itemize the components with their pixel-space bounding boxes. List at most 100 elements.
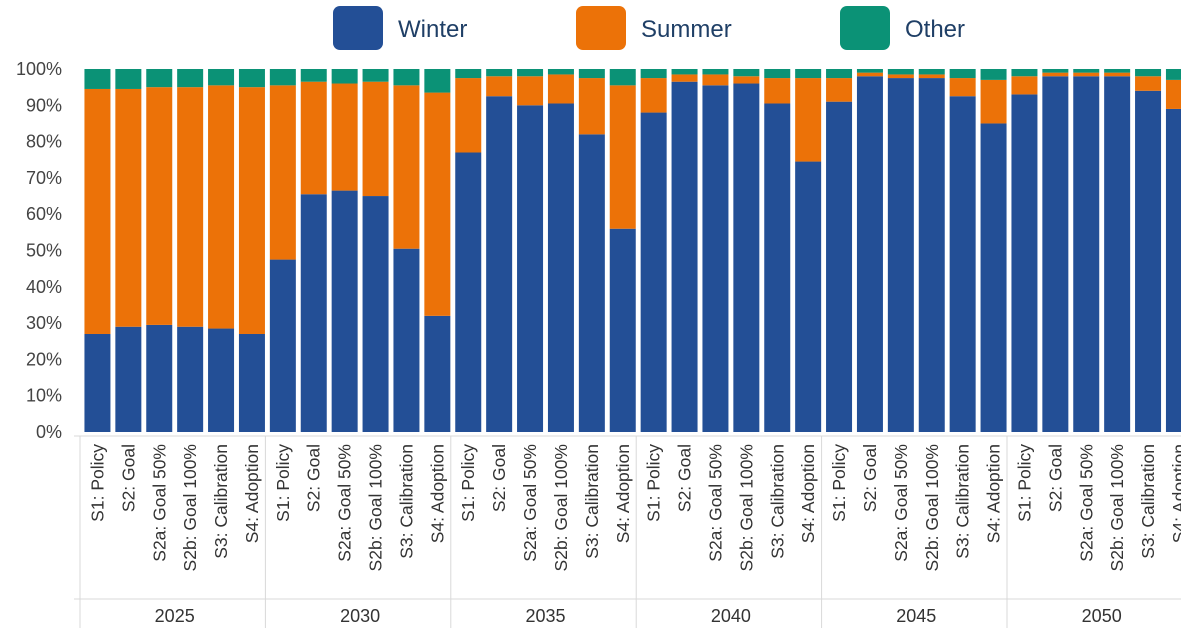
x-category-label: S4: Adoption [613,444,633,543]
y-axis: 0% 10% 20% 30% 40% 50% 60% 70% 80% 90% 100% [16,59,62,442]
bar-segment-winter-2045-6 [980,123,1007,432]
bar-segment-winter-2025-4 [177,326,204,432]
bar-segment-other-2045-1 [826,69,853,79]
legend-label-summer: Summer [641,16,732,43]
x-category-label: S2: Goal [118,444,138,512]
bar-segment-winter-2035-1 [455,152,482,433]
bar-segment-winter-2045-3 [887,78,914,432]
bar-segment-summer-2040-6 [795,78,822,162]
x-category-label: S2b: Goal 100% [551,444,571,571]
x-category-label: S4: Adoption [984,444,1004,543]
x-group-label-2025: 2025 [155,606,195,626]
bar-segment-winter-2035-5 [578,134,605,432]
bar-segment-other-2025-1 [84,69,111,89]
bar-segment-summer-2035-5 [578,78,605,135]
bar-segment-winter-2050-1 [1011,94,1038,432]
bar-segment-summer-2035-2 [486,76,513,97]
legend-swatch-summer [576,6,626,50]
bar-segment-summer-2040-2 [671,74,698,82]
bar-segment-winter-2040-5 [764,103,791,433]
bars [84,69,1181,433]
bar-segment-summer-2040-1 [640,78,667,113]
bar-segment-winter-2040-3 [702,85,729,432]
bar-segment-summer-2045-1 [826,78,853,102]
x-group-label-2045: 2045 [896,606,936,626]
bar-segment-other-2030-2 [300,69,327,82]
bar-segment-summer-2040-3 [702,74,729,86]
bar-segment-winter-2045-5 [949,96,976,432]
x-category-label: S2b: Goal 100% [736,444,756,571]
bar-segment-other-2035-5 [578,69,605,79]
bar-segment-winter-2035-6 [609,228,636,432]
bar-segment-other-2050-1 [1011,69,1038,77]
bar-segment-other-2030-5 [393,69,420,86]
bar-segment-winter-2030-6 [424,315,451,432]
x-category-label: S2: Goal [1045,444,1065,512]
bar-segment-winter-2050-5 [1135,90,1162,432]
bar-segment-winter-2025-3 [146,324,173,432]
bar-segment-other-2050-5 [1135,69,1162,77]
bar-segment-summer-2050-6 [1165,79,1181,109]
bar-segment-summer-2050-1 [1011,76,1038,95]
bar-segment-summer-2030-5 [393,85,420,249]
bar-segment-winter-2025-5 [208,328,235,432]
bar-segment-winter-2035-2 [486,96,513,432]
bar-segment-winter-2050-3 [1073,76,1100,432]
bar-segment-other-2040-2 [671,69,698,75]
bar-segment-other-2035-2 [486,69,513,77]
x-category-label: S2b: Goal 100% [1107,444,1127,571]
bar-segment-other-2040-1 [640,69,667,79]
bar-segment-other-2035-3 [517,69,544,77]
bar-segment-winter-2025-6 [238,333,265,432]
bar-segment-winter-2045-4 [918,78,945,432]
x-category-label: S2b: Goal 100% [922,444,942,571]
bar-segment-winter-2045-1 [826,101,853,433]
bar-segment-summer-2050-3 [1073,72,1100,77]
x-category-label: S2: Goal [489,444,509,512]
bar-segment-summer-2025-3 [146,87,173,325]
x-category-label: S2b: Goal 100% [366,444,386,571]
bar-segment-winter-2030-1 [269,259,296,432]
bar-segment-other-2025-4 [177,69,204,88]
bar-segment-other-2030-6 [424,69,451,93]
bar-segment-other-2030-1 [269,69,296,86]
y-tick-label: 100% [16,59,62,79]
bar-segment-summer-2035-4 [547,74,574,104]
x-category-label: S3: Calibration [211,444,231,559]
bar-segment-summer-2030-4 [362,81,389,197]
x-category-label: S4: Adoption [1169,444,1181,543]
x-category-label: S3: Calibration [767,444,787,559]
x-category-label: S1: Policy [88,444,108,522]
bar-segment-summer-2030-2 [300,81,327,195]
bar-segment-winter-2035-4 [547,103,574,433]
bar-segment-other-2045-5 [949,69,976,79]
bar-segment-winter-2030-2 [300,194,327,432]
bar-segment-other-2025-3 [146,69,173,88]
bar-segment-summer-2040-5 [764,78,791,104]
x-category-label: S3: Calibration [1138,444,1158,559]
legend-label-winter: Winter [398,16,467,43]
x-category-label: S1: Policy [829,444,849,522]
bar-segment-other-2025-6 [238,69,265,88]
x-category-label: S3: Calibration [582,444,602,559]
x-category-label: S1: Policy [273,444,293,522]
bar-segment-summer-2040-4 [733,76,760,84]
bar-segment-summer-2035-6 [609,85,636,229]
y-tick-label: 90% [26,95,62,115]
x-axis: S1: Policy S2: Goal S2a: Goal 50% S2b: Goal… [74,435,1181,628]
bar-segment-winter-2025-2 [115,326,142,432]
bar-segment-summer-2050-5 [1135,76,1162,91]
bar-segment-summer-2030-6 [424,92,451,316]
bar-segment-winter-2050-6 [1165,108,1181,433]
y-tick-label: 40% [26,277,62,297]
bar-segment-winter-2050-4 [1104,76,1131,432]
x-group-label-2040: 2040 [711,606,751,626]
bar-segment-other-2035-1 [455,69,482,79]
x-category-label: S2a: Goal 50% [520,444,540,562]
bar-segment-other-2045-6 [980,69,1007,80]
bar-segment-winter-2040-4 [733,83,760,433]
legend-swatch-other [840,6,890,50]
bar-segment-summer-2035-1 [455,78,482,153]
y-tick-label: 10% [26,386,62,406]
